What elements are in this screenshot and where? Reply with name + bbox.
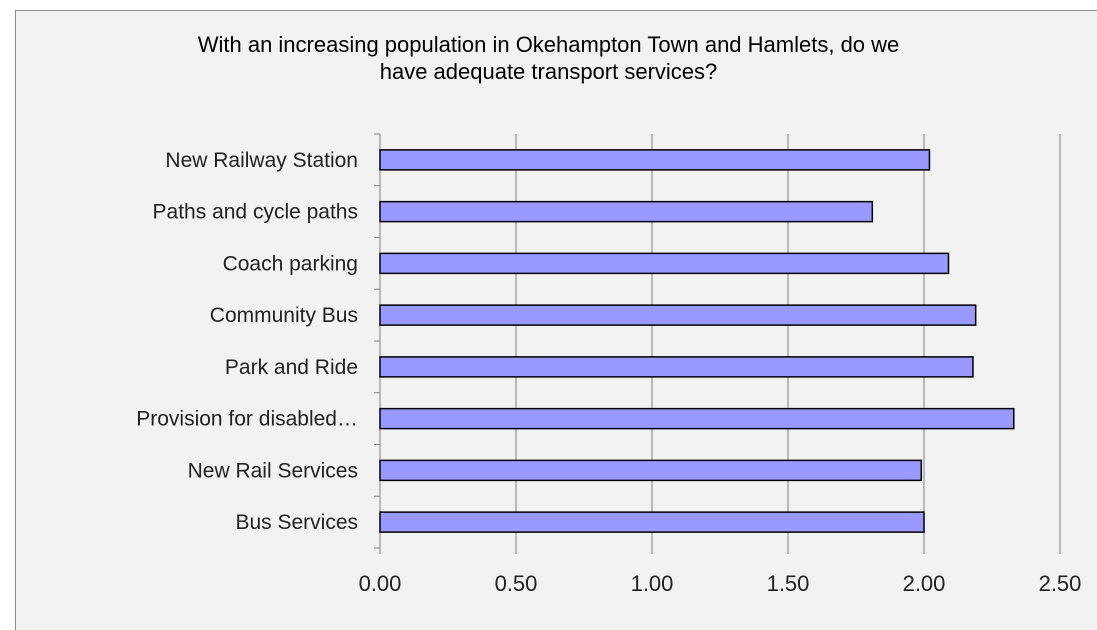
bar [379,356,974,378]
x-tick-label: 2.50 [1039,571,1082,596]
chart-title-line-2: have adequate transport services? [379,59,718,84]
bar [379,459,923,482]
x-tick-label: 0.50 [495,571,538,596]
category-label: New Railway Station [165,149,358,172]
category-label: Provision for disabled… [136,408,358,431]
category-label: Paths and cycle paths [153,201,358,224]
chart-title: With an increasing population in Okehamp… [0,31,1097,85]
bar [379,407,1015,430]
category-label: New Rail Services [188,459,358,482]
x-tick-label: 1.00 [631,571,674,596]
bar [379,252,950,275]
category-label: Bus Services [235,511,358,534]
bar [379,511,925,533]
category-label: Community Bus [210,304,358,327]
x-tick-label: 0.00 [359,571,402,596]
bar [379,304,977,326]
bar [379,149,931,171]
chart-title-line-1: With an increasing population in Okehamp… [197,32,900,57]
bar [379,200,874,223]
category-label: Coach parking [223,252,358,275]
x-tick-label: 1.50 [767,571,810,596]
x-tick-label: 2.00 [903,571,946,596]
category-label: Park and Ride [225,356,358,379]
